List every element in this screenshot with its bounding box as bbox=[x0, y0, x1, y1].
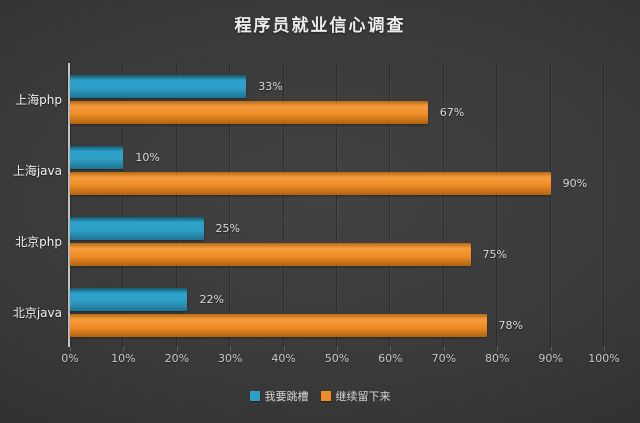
bar-value-label: 10% bbox=[135, 151, 160, 164]
bar-orange bbox=[70, 313, 487, 337]
x-tick-mark bbox=[443, 347, 445, 351]
legend-item: 我要跳槽 bbox=[249, 388, 309, 404]
bar-blue bbox=[70, 288, 188, 311]
x-tick-label: 10% bbox=[111, 352, 136, 365]
gridline bbox=[603, 63, 604, 347]
x-tick-mark bbox=[123, 347, 125, 351]
category-label: 北京php bbox=[15, 234, 62, 249]
bar-value-label: 25% bbox=[215, 222, 240, 235]
category-label: 北京java bbox=[12, 305, 62, 320]
x-tick-mark bbox=[230, 347, 232, 351]
bar-blue bbox=[70, 217, 204, 240]
x-tick-label: 20% bbox=[164, 352, 190, 365]
legend-label: 继续留下来 bbox=[335, 390, 391, 403]
x-tick-mark bbox=[283, 347, 285, 351]
legend-item: 继续留下来 bbox=[320, 388, 391, 404]
chart-title: 程序员就业信心调查 bbox=[234, 16, 406, 36]
x-tick-mark bbox=[550, 347, 552, 351]
bar-blue bbox=[70, 75, 247, 98]
x-tick-mark bbox=[337, 347, 338, 351]
gridline bbox=[389, 63, 391, 347]
gridline bbox=[175, 63, 177, 347]
x-tick-label: 50% bbox=[324, 352, 350, 365]
gridline bbox=[442, 63, 444, 347]
bar-value-label: 33% bbox=[258, 80, 283, 93]
x-tick-mark bbox=[176, 347, 178, 351]
legend: 我要跳槽 继续留下来 bbox=[0, 388, 640, 404]
bar-value-label: 67% bbox=[439, 105, 465, 119]
x-tick-label: 100% bbox=[588, 352, 620, 365]
y-axis-line bbox=[68, 63, 70, 347]
bar-value-label: 22% bbox=[199, 293, 224, 306]
bar-orange bbox=[70, 171, 551, 195]
x-tick-label: 0% bbox=[61, 352, 79, 365]
x-tick-label: 40% bbox=[271, 352, 296, 365]
bar-value-label: 78% bbox=[498, 318, 523, 332]
legend-label: 我要跳槽 bbox=[264, 390, 309, 403]
gridline bbox=[229, 63, 231, 347]
gridline bbox=[336, 63, 337, 347]
x-tick-label: 80% bbox=[484, 352, 510, 365]
x-tick-mark bbox=[390, 347, 392, 351]
legend-swatch-orange-icon bbox=[320, 391, 331, 401]
x-tick-label: 70% bbox=[431, 352, 457, 365]
bar-value-label: 75% bbox=[482, 247, 507, 261]
x-tick-label: 60% bbox=[378, 352, 403, 365]
gridline bbox=[282, 63, 284, 347]
bar-value-label: 90% bbox=[562, 176, 588, 190]
x-tick-mark bbox=[604, 347, 605, 351]
category-label: 上海java bbox=[12, 163, 62, 178]
category-label: 上海php bbox=[15, 92, 62, 107]
bar-orange bbox=[70, 242, 471, 266]
x-tick-mark bbox=[70, 347, 71, 351]
plot-area: 上海php 33% 67% 上海java 10% 90% 北京php 25% 75% 北京java… bbox=[13, 63, 604, 347]
gridline bbox=[122, 63, 124, 347]
bar-blue bbox=[70, 146, 124, 169]
gridline bbox=[549, 63, 551, 347]
x-tick-mark bbox=[497, 347, 499, 351]
x-tick-label: 30% bbox=[217, 352, 243, 365]
gridline bbox=[496, 63, 498, 347]
legend-swatch-blue-icon bbox=[249, 391, 260, 401]
bar-orange bbox=[70, 100, 428, 124]
x-tick-label: 90% bbox=[538, 352, 563, 365]
